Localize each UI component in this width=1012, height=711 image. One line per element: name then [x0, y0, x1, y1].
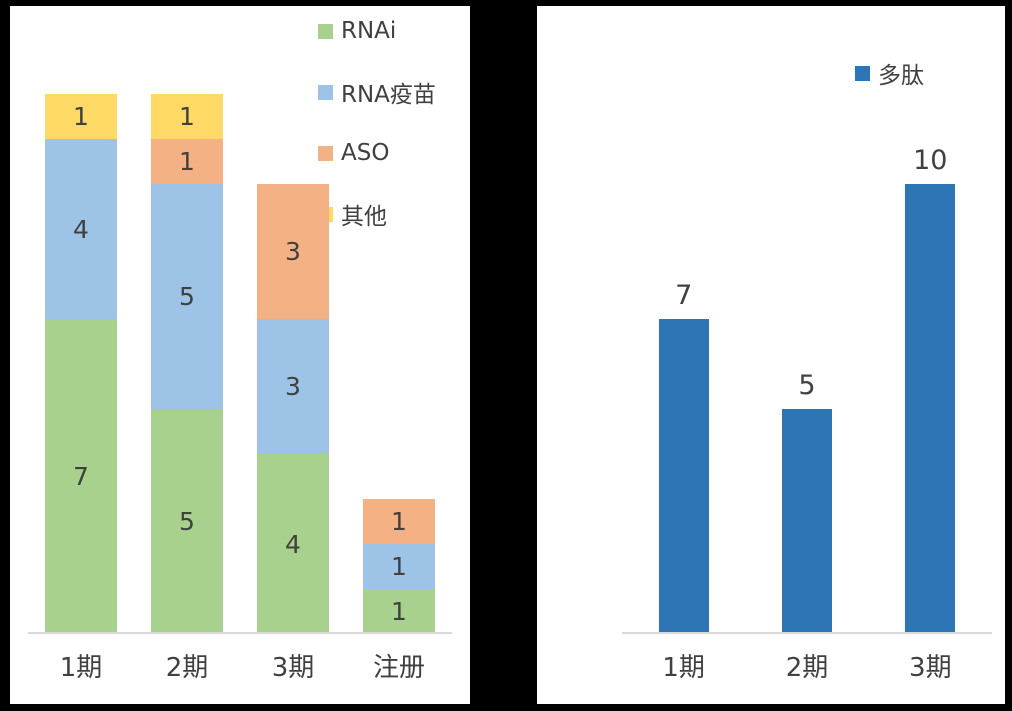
right-chart-plot-area: 7 5 10	[622, 94, 992, 634]
bar-segment-其他: 1	[45, 94, 117, 139]
bar-segment-RNA疫苗: 1	[363, 544, 435, 589]
legend-label: RNAi	[341, 18, 397, 44]
bar-segment-其他: 1	[151, 94, 223, 139]
bar-segment-RNA疫苗: 3	[257, 319, 329, 454]
bar-3期: 10	[905, 145, 956, 634]
legend-item-ASO: ASO	[318, 140, 436, 166]
category-label: 3期	[909, 653, 952, 683]
bar-rect	[781, 409, 832, 634]
bar-segment-RNAi: 1	[363, 589, 435, 634]
category-label: 1期	[662, 653, 705, 683]
left-chart-category-labels: 1期 2期 3期 注册	[28, 647, 452, 684]
right-chart-category-labels: 1期 2期 3期	[622, 647, 992, 684]
bar-value-label: 5	[798, 370, 816, 401]
bar-segment-RNAi: 4	[257, 454, 329, 634]
bar-segment-RNAi: 5	[151, 409, 223, 634]
left-chart-legend: RNAi RNA疫苗 ASO 其他	[318, 18, 436, 231]
legend-label: 其他	[341, 204, 387, 230]
right-chart-panel: 多肽 7 5 10 1期 2期 3期	[537, 6, 1005, 704]
legend-label: ASO	[341, 140, 390, 166]
legend-item-多肽: 多肽	[855, 56, 924, 90]
legend-item-RNA疫苗: RNA疫苗	[318, 75, 436, 109]
bar-segment-ASO: 1	[151, 139, 223, 184]
left-chart-x-axis	[28, 632, 452, 634]
bar-segment-RNAi: 7	[45, 319, 117, 634]
legend-label: RNA疫苗	[341, 82, 436, 108]
bar-segment-RNA疫苗: 4	[45, 139, 117, 319]
category-label: 2期	[165, 653, 209, 683]
legend-swatch-icon	[318, 23, 333, 39]
bar-segment-ASO: 3	[257, 184, 329, 319]
bar-segment-RNA疫苗: 5	[151, 184, 223, 409]
category-label: 2期	[785, 653, 829, 683]
legend-item-RNAi: RNAi	[318, 18, 436, 44]
bar-2期: 5	[781, 370, 832, 634]
bar-rect	[658, 319, 709, 634]
legend-swatch-icon	[318, 84, 333, 100]
category-label: 注册	[372, 653, 425, 683]
bar-segment-ASO: 1	[363, 499, 435, 544]
legend-label: 多肽	[878, 63, 924, 89]
legend-swatch-icon	[318, 145, 333, 161]
category-label: 1期	[59, 653, 103, 683]
bar-rect	[905, 184, 956, 634]
legend-swatch-icon	[855, 65, 870, 81]
category-label: 3期	[271, 653, 315, 683]
right-chart-x-axis	[622, 632, 992, 634]
right-chart-legend: 多肽	[855, 56, 924, 90]
bar-1期: 7	[658, 280, 709, 634]
bar-value-label: 10	[913, 145, 948, 176]
bar-value-label: 7	[675, 280, 693, 311]
